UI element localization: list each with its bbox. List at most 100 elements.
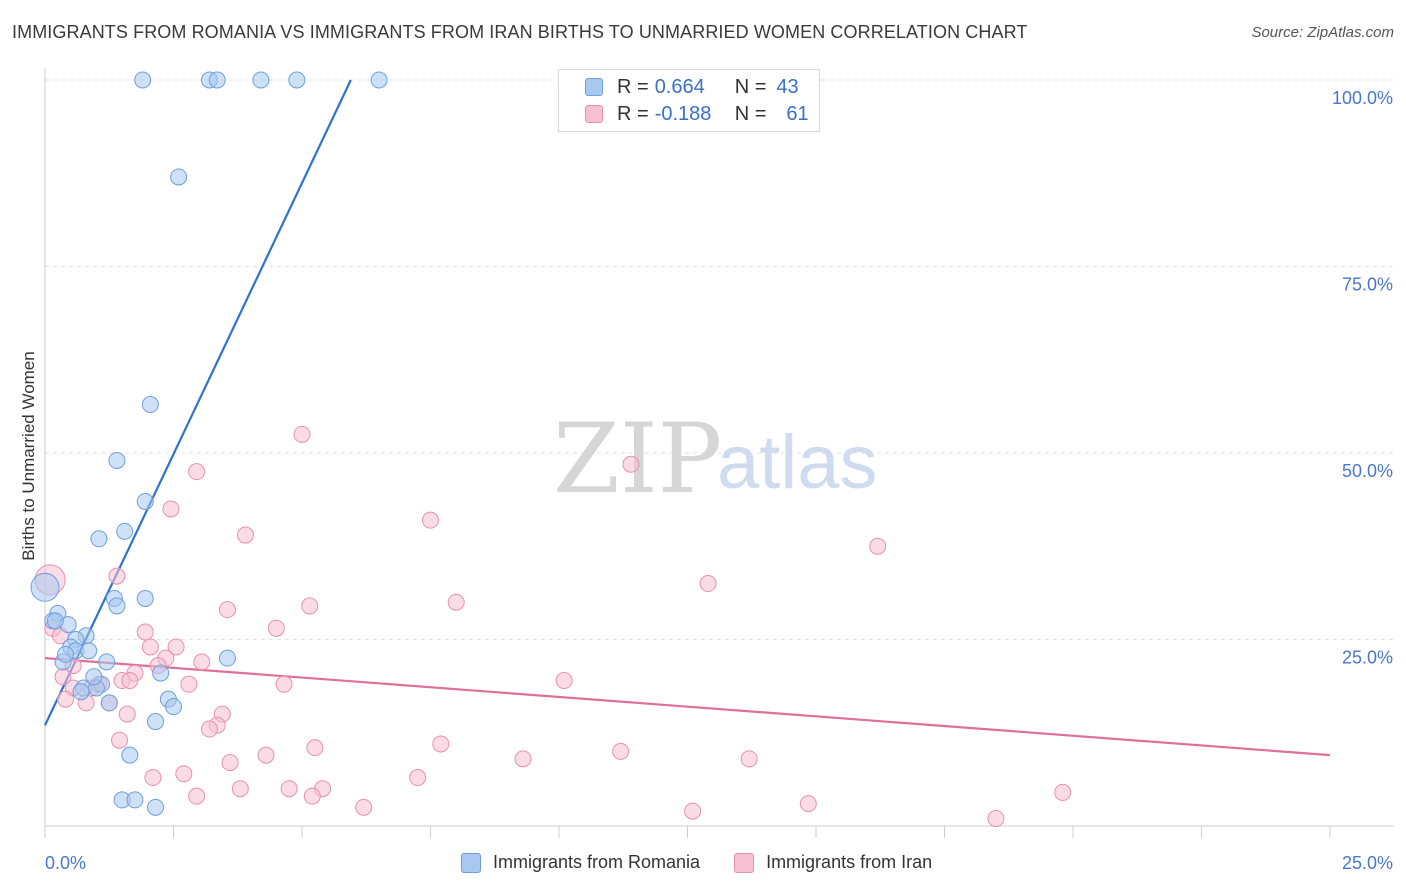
y-tick-label: 100.0% (1332, 88, 1393, 108)
iran-point (355, 798, 373, 816)
romania-point (46, 612, 64, 630)
iran-point (231, 780, 249, 798)
legend-item-iran[interactable]: Immigrants from Iran (734, 852, 932, 873)
iran-point (136, 623, 154, 641)
iran-n-value: 61 (786, 102, 809, 125)
iran-point (141, 638, 159, 656)
romania-legend-swatch (461, 852, 481, 873)
romania-point (90, 530, 108, 548)
iran-points (34, 425, 1072, 828)
iran-trend-line (44, 657, 1331, 757)
iran-point (306, 739, 324, 757)
romania-point (126, 791, 144, 809)
n-label: N = (734, 75, 767, 98)
iran-point (799, 795, 817, 813)
romania-point (108, 597, 126, 615)
series-legend: Immigrants from Romania Immigrants from … (461, 852, 966, 873)
iran-point (555, 672, 573, 690)
romania-point (152, 664, 170, 682)
y-tick-label: 25.0% (1342, 648, 1393, 668)
y-axis-label: Births to Unmarried Women (19, 351, 38, 560)
iran-point (180, 675, 198, 693)
iran-point (121, 672, 139, 690)
legend-row-romania: R = 0.664 N = 43 (585, 74, 799, 100)
y-tick-label: 75.0% (1342, 275, 1393, 295)
iran-point (740, 750, 758, 768)
r-label: R = (617, 102, 649, 125)
iran-point (267, 619, 285, 637)
romania-point (147, 798, 165, 816)
iran-point (193, 653, 211, 671)
iran-point (175, 765, 193, 783)
romania-point (208, 71, 226, 89)
romania-point (252, 71, 270, 89)
romania-point (72, 683, 90, 701)
romania-legend-label: Immigrants from Romania (493, 852, 701, 872)
iran-legend-label: Immigrants from Iran (766, 852, 933, 872)
iran-r-value: -0.188 (654, 102, 712, 125)
iran-swatch (585, 105, 603, 123)
iran-point (303, 787, 321, 805)
romania-point (170, 168, 188, 186)
romania-point (108, 451, 126, 469)
r-label: R = (617, 75, 649, 98)
tick-labels: 25.0% 50.0% 75.0% 100.0% 0.0% 25.0% (45, 88, 1393, 873)
iran-point (111, 731, 129, 749)
romania-point (80, 642, 98, 660)
romania-point (370, 71, 388, 89)
iran-point (236, 526, 254, 544)
iran-legend-swatch (734, 852, 755, 873)
iran-point (57, 690, 75, 708)
iran-point (293, 425, 311, 443)
romania-point (136, 589, 154, 607)
iran-point (280, 780, 298, 798)
iran-point (162, 500, 180, 518)
iran-point (301, 597, 319, 615)
romania-r-value: 0.664 (654, 75, 705, 98)
iran-point (1054, 783, 1072, 801)
watermark: ZIP atlas (553, 403, 878, 515)
iran-point (221, 754, 239, 772)
romania-point (141, 396, 159, 414)
y-tick-label: 50.0% (1342, 461, 1393, 481)
iran-point (257, 746, 275, 764)
romania-point (121, 746, 139, 764)
romania-swatch (585, 78, 603, 96)
iran-point (188, 787, 206, 805)
romania-point (57, 645, 75, 663)
romania-point (30, 572, 60, 602)
watermark-atlas: atlas (717, 420, 878, 505)
stats-legend: R = 0.664 N = 43 R = -0.188 N = 61 (558, 69, 820, 132)
iran-point (622, 455, 640, 473)
iran-point (188, 463, 206, 481)
axes (44, 68, 1394, 838)
source-credit: Source: ZipAtlas.com (1251, 24, 1394, 41)
romania-point (218, 649, 236, 667)
romania-point (85, 668, 103, 686)
iran-point (447, 593, 465, 611)
iran-point (612, 742, 630, 760)
iran-point (167, 638, 185, 656)
iran-point (422, 511, 439, 529)
iran-point (218, 601, 236, 619)
romania-point (147, 713, 165, 731)
trend-lines (44, 79, 1331, 757)
iran-point (409, 769, 427, 787)
romania-point (165, 698, 182, 716)
romania-trend-line (44, 79, 352, 726)
x-tick-label: 25.0% (1342, 853, 1393, 873)
romania-point (136, 492, 154, 510)
iran-point (144, 769, 162, 787)
romania-point (98, 653, 116, 671)
iran-point (118, 705, 136, 723)
romania-point (116, 522, 134, 540)
romania-point (134, 71, 152, 89)
iran-point (200, 720, 218, 738)
gridlines (45, 79, 1394, 640)
legend-item-romania[interactable]: Immigrants from Romania (461, 852, 700, 873)
romania-point (288, 71, 306, 89)
iran-point (275, 675, 293, 693)
iran-point (699, 575, 717, 593)
legend-row-iran: R = -0.188 N = 61 (585, 101, 809, 127)
